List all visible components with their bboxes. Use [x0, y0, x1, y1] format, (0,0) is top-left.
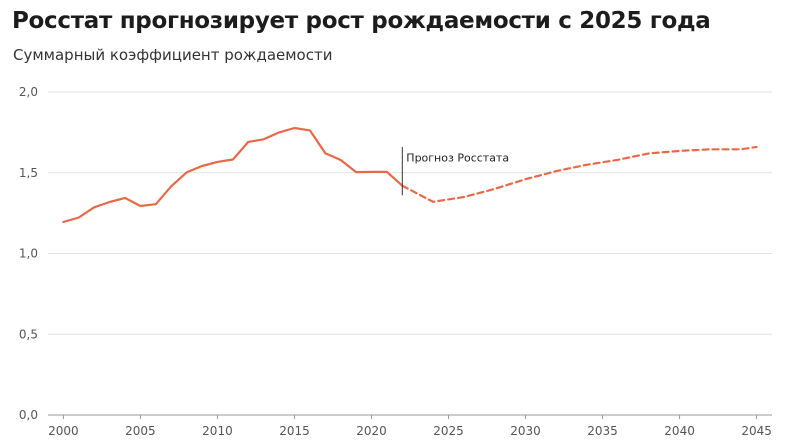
x-tick-label: 2020	[356, 424, 387, 438]
y-tick-label: 1,5	[19, 166, 38, 180]
chart-title: Росстат прогнозирует рост рождаемости с …	[12, 8, 711, 34]
x-tick-label: 2015	[279, 424, 310, 438]
x-tick-label: 2005	[125, 424, 156, 438]
x-tick-label: 2030	[510, 424, 541, 438]
x-tick-label: 2045	[741, 424, 772, 438]
actual-series-line	[62, 126, 404, 224]
annotation-label: Прогноз Росстата	[406, 151, 509, 164]
y-tick-label: 2,0	[19, 85, 38, 99]
y-tick-label: 1,0	[19, 247, 38, 261]
x-tick-label: 2040	[664, 424, 695, 438]
x-tick-label: 2000	[48, 424, 79, 438]
chart-subtitle: Суммарный коэффициент рождаемости	[13, 46, 333, 64]
y-tick-label: 0,5	[19, 327, 38, 341]
x-tick-label: 2010	[202, 424, 233, 438]
x-tick-label: 2025	[433, 424, 464, 438]
y-tick-label: 0,0	[19, 408, 38, 422]
x-tick-label: 2035	[587, 424, 618, 438]
forecast-series-line	[401, 145, 758, 203]
